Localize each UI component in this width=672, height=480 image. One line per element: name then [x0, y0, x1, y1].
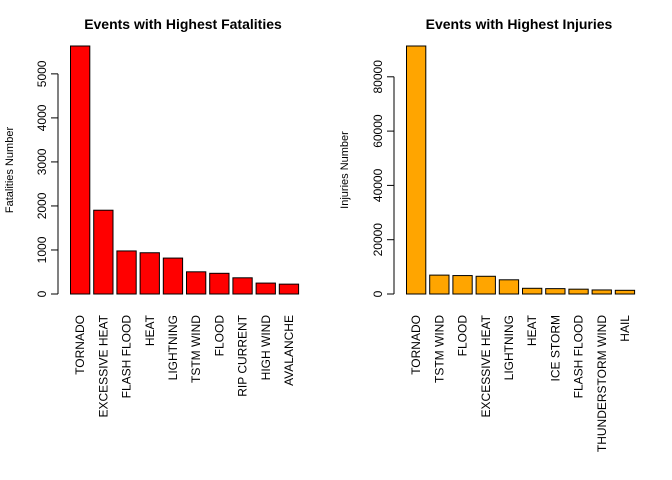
x-tick-label: EXCESSIVE HEAT [479, 314, 493, 417]
bar-7 [545, 288, 566, 295]
bar-9 [591, 289, 612, 295]
bar-6 [522, 287, 543, 295]
bar-3 [452, 275, 473, 295]
bar-8 [568, 288, 589, 295]
x-tick-label: HEAT [143, 314, 157, 346]
bar-5 [162, 257, 184, 295]
chart-title: Events with Highest Injuries [426, 16, 613, 32]
x-tick-label: RIP CURRENT [236, 314, 250, 396]
bar-2 [429, 274, 450, 295]
x-tick-label: TORNADO [73, 315, 87, 375]
x-tick-label: LIGHTNING [166, 315, 180, 380]
x-tick-label: TSTM WIND [432, 315, 446, 383]
bar-1 [70, 45, 91, 295]
bar-3 [116, 250, 137, 295]
y-tick-label: 40000 [371, 168, 385, 202]
y-tick-label: 20000 [371, 223, 385, 257]
y-tick-label: 1000 [35, 236, 49, 263]
x-tick-label: THUNDERSTORM WIND [595, 315, 609, 452]
y-tick-label: 3000 [35, 148, 49, 175]
bar-4 [475, 275, 496, 295]
bar-10 [278, 283, 300, 295]
bar-5 [498, 279, 520, 295]
x-tick-label: HAIL [618, 315, 632, 342]
x-tick-label: FLOOD [212, 315, 226, 357]
x-tick-label: FLASH FLOOD [572, 315, 586, 399]
y-axis-label: Fatalities Number [4, 127, 16, 214]
x-tick-label: FLASH FLOOD [120, 315, 134, 399]
y-tick-label: 80000 [371, 60, 385, 94]
bar-8 [232, 277, 253, 295]
chart-title: Events with Highest Fatalities [84, 16, 282, 32]
bar-9 [255, 282, 276, 295]
x-tick-label: LIGHTNING [502, 315, 516, 380]
x-tick-label: FLOOD [456, 315, 470, 357]
y-tick-label: 4000 [35, 104, 49, 131]
y-tick-label: 0 [35, 290, 49, 297]
x-tick-label: TSTM WIND [189, 315, 203, 383]
bar-4 [139, 252, 160, 295]
bar-1 [406, 45, 427, 295]
bar-10 [614, 289, 636, 295]
y-tick-label: 60000 [371, 114, 385, 148]
chart-panel-2: Events with Highest Injuries Injuries Num… [339, 16, 636, 452]
y-tick-label: 0 [371, 290, 385, 297]
x-tick-label: TORNADO [409, 315, 423, 375]
bar-6 [186, 271, 207, 295]
x-tick-label: EXCESSIVE HEAT [96, 314, 110, 417]
chart-panel-1: Events with Highest Fatalities Fatalities… [4, 16, 300, 417]
x-tick-label: AVALANCHE [282, 315, 296, 386]
x-tick-label: HEAT [525, 314, 539, 346]
y-axis-label: Injuries Number [339, 131, 351, 209]
x-tick-label: ICE STORM [548, 315, 562, 381]
y-tick-label: 5000 [35, 60, 49, 87]
x-tick-label: HIGH WIND [259, 315, 273, 381]
bar-7 [209, 272, 230, 295]
y-tick-label: 2000 [35, 192, 49, 219]
bar-2 [93, 209, 114, 295]
